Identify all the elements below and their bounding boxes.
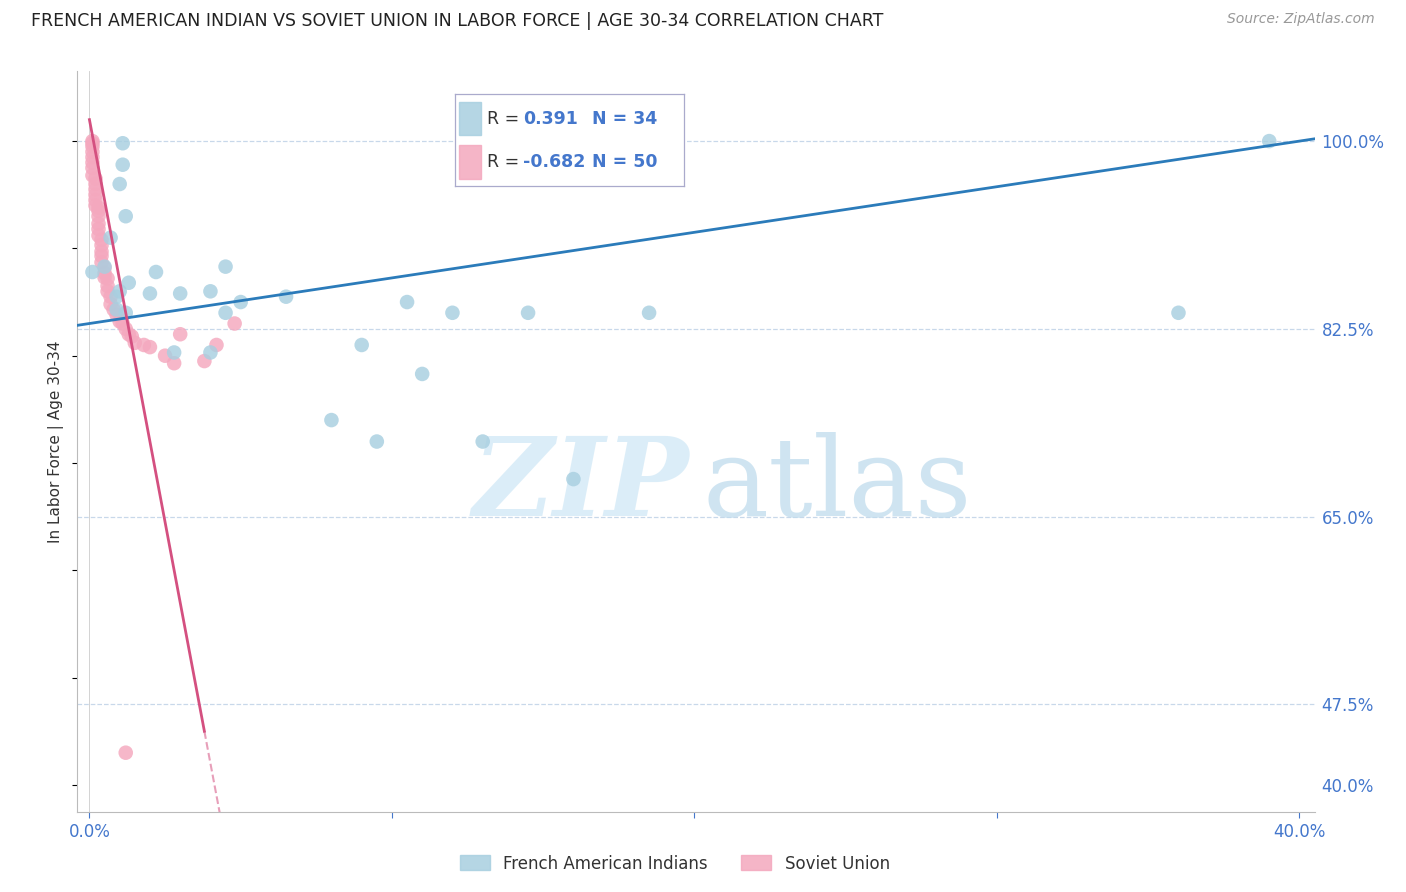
Text: N = 34: N = 34 bbox=[592, 110, 657, 128]
Text: 0.391: 0.391 bbox=[523, 110, 578, 128]
Point bbox=[100, 230, 122, 244]
Point bbox=[1258, 134, 1281, 148]
Point bbox=[114, 322, 136, 336]
Bar bbox=[460, 102, 481, 136]
Text: ZIP: ZIP bbox=[474, 433, 690, 540]
Point bbox=[124, 335, 146, 350]
Point bbox=[105, 308, 128, 322]
Point bbox=[274, 290, 297, 304]
Point bbox=[321, 413, 343, 427]
Point bbox=[82, 265, 104, 279]
Point bbox=[638, 306, 661, 320]
Point bbox=[562, 472, 585, 486]
Point bbox=[87, 209, 110, 223]
Point bbox=[163, 356, 186, 370]
Point bbox=[90, 233, 112, 247]
Point bbox=[87, 222, 110, 236]
Point bbox=[97, 271, 120, 285]
Point bbox=[97, 279, 120, 293]
Point bbox=[108, 177, 131, 191]
Point bbox=[97, 285, 120, 299]
Point bbox=[121, 329, 143, 343]
Point bbox=[229, 295, 252, 310]
Y-axis label: In Labor Force | Age 30-34: In Labor Force | Age 30-34 bbox=[48, 340, 65, 543]
Point bbox=[114, 209, 136, 223]
Point bbox=[87, 217, 110, 231]
Point bbox=[84, 171, 107, 186]
Point bbox=[103, 302, 125, 317]
Text: Source: ZipAtlas.com: Source: ZipAtlas.com bbox=[1227, 12, 1375, 27]
Text: -0.682: -0.682 bbox=[523, 153, 586, 171]
Point bbox=[145, 265, 167, 279]
Point bbox=[87, 203, 110, 218]
Point bbox=[169, 286, 191, 301]
Point bbox=[82, 145, 104, 159]
Point bbox=[84, 182, 107, 196]
Point bbox=[82, 150, 104, 164]
Point bbox=[90, 249, 112, 263]
Point bbox=[108, 314, 131, 328]
Point bbox=[411, 367, 433, 381]
Point bbox=[111, 136, 134, 151]
Point bbox=[200, 285, 222, 299]
Text: N = 50: N = 50 bbox=[592, 153, 658, 171]
Point bbox=[84, 187, 107, 202]
Point bbox=[396, 295, 419, 310]
Point bbox=[205, 338, 228, 352]
Point bbox=[118, 327, 141, 342]
Point bbox=[93, 260, 115, 275]
Point bbox=[163, 345, 186, 359]
Point bbox=[84, 177, 107, 191]
Point bbox=[169, 327, 191, 342]
Point bbox=[517, 306, 540, 320]
Point bbox=[224, 317, 246, 331]
Point bbox=[84, 193, 107, 207]
Point bbox=[114, 746, 136, 760]
Point bbox=[100, 290, 122, 304]
Point bbox=[153, 349, 176, 363]
Point bbox=[100, 297, 122, 311]
Point bbox=[114, 306, 136, 320]
Point bbox=[200, 345, 222, 359]
Point bbox=[82, 139, 104, 153]
Point bbox=[82, 169, 104, 183]
Bar bbox=[460, 145, 481, 178]
Point bbox=[93, 270, 115, 285]
Text: atlas: atlas bbox=[702, 433, 972, 540]
Point bbox=[366, 434, 388, 449]
Point bbox=[90, 255, 112, 269]
Point bbox=[93, 260, 115, 274]
Legend: French American Indians, Soviet Union: French American Indians, Soviet Union bbox=[453, 848, 897, 880]
Point bbox=[90, 238, 112, 252]
Point bbox=[441, 306, 464, 320]
Point bbox=[90, 244, 112, 259]
Point bbox=[139, 286, 162, 301]
Point bbox=[93, 266, 115, 280]
Point bbox=[84, 198, 107, 212]
Point bbox=[82, 136, 104, 151]
Point bbox=[105, 290, 128, 304]
Point bbox=[111, 317, 134, 331]
Text: R =: R = bbox=[486, 153, 524, 171]
Point bbox=[82, 161, 104, 175]
Point bbox=[82, 134, 104, 148]
Point bbox=[87, 228, 110, 243]
Point bbox=[82, 155, 104, 169]
Point bbox=[471, 434, 494, 449]
Point bbox=[350, 338, 373, 352]
Point bbox=[108, 285, 131, 299]
Point bbox=[214, 306, 236, 320]
Text: R =: R = bbox=[486, 110, 524, 128]
Point bbox=[193, 354, 215, 368]
Point bbox=[105, 302, 128, 317]
Point bbox=[87, 201, 110, 215]
Point bbox=[132, 338, 155, 352]
Point bbox=[118, 276, 141, 290]
Point bbox=[111, 158, 134, 172]
Point bbox=[214, 260, 236, 274]
Text: FRENCH AMERICAN INDIAN VS SOVIET UNION IN LABOR FORCE | AGE 30-34 CORRELATION CH: FRENCH AMERICAN INDIAN VS SOVIET UNION I… bbox=[31, 12, 883, 30]
Point bbox=[1167, 306, 1189, 320]
Point bbox=[139, 340, 162, 354]
